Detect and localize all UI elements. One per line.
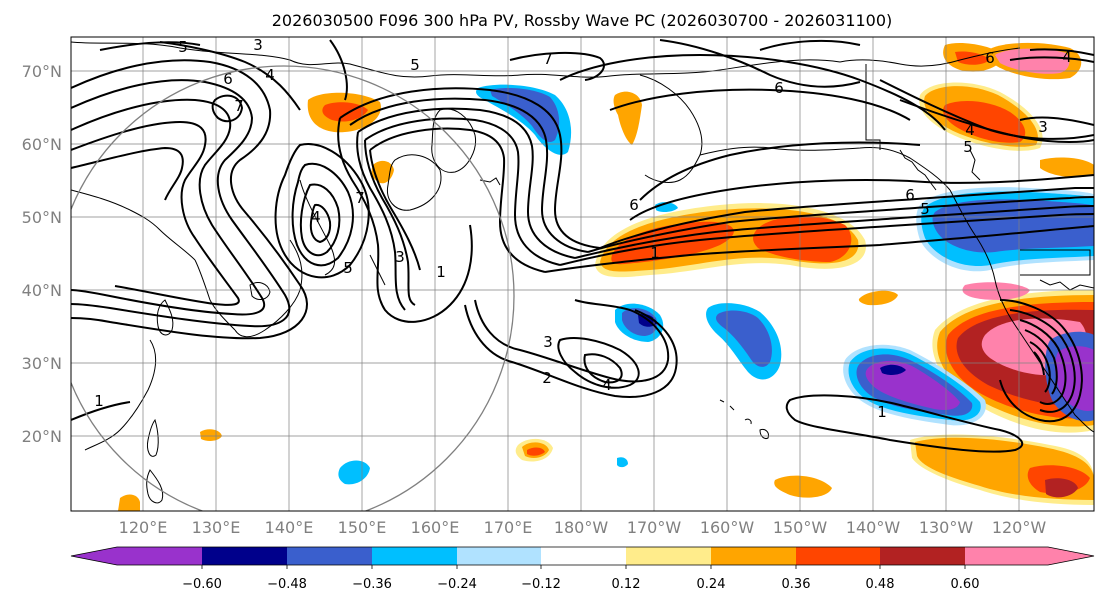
colorbar-segment — [71, 547, 117, 565]
contour-label: 6 — [985, 49, 995, 67]
contour-label: 4 — [602, 376, 612, 394]
lat-label: 30°N — [22, 354, 62, 373]
lat-label: 70°N — [22, 62, 62, 81]
lon-label: 170°E — [484, 518, 533, 537]
colorbar-segment — [117, 547, 202, 565]
contour-label: 1 — [94, 392, 104, 410]
colorbar-segment — [541, 547, 626, 565]
contour-label: 7 — [543, 50, 553, 68]
colorbar-tick-label: 0.60 — [951, 577, 980, 592]
lon-label: 120°W — [992, 518, 1047, 537]
contour-label: 4 — [311, 208, 321, 226]
contour-label: 6 — [629, 196, 639, 214]
contour-label: 4 — [965, 121, 975, 139]
lon-label: 120°E — [119, 518, 168, 537]
colorbar-outline — [70, 546, 1095, 566]
colorbar-segment — [457, 547, 541, 565]
colorbar-segment — [880, 547, 965, 565]
lon-label: 140°W — [846, 518, 901, 537]
contour-label: 6 — [223, 70, 233, 88]
negative-anomaly-subtropical-pacific — [338, 303, 1094, 485]
contour-label: 3 — [543, 333, 553, 351]
contour-label: 6 — [905, 186, 915, 204]
contour-label: 3 — [253, 36, 263, 54]
lat-label: 50°N — [22, 208, 62, 227]
colorbar-tick-label: 0.24 — [697, 577, 726, 592]
colorbar-tick-label: 0.48 — [866, 577, 895, 592]
contour-label: 3 — [1038, 118, 1048, 136]
contour-label: 3 — [395, 248, 405, 266]
latitude-labels: 70°N 60°N 50°N 40°N 30°N 20°N — [22, 62, 62, 446]
colorbar-segment — [965, 547, 1048, 565]
contour-label: 5 — [920, 200, 930, 218]
contour-label: 1 — [877, 403, 887, 421]
colorbar-segment — [287, 547, 372, 565]
lat-label: 20°N — [22, 427, 62, 446]
contour-label: 5 — [178, 38, 188, 56]
colorbar-segment — [1048, 547, 1094, 565]
lat-label: 40°N — [22, 281, 62, 300]
lat-label: 60°N — [22, 135, 62, 154]
colorbar-tick-label: 0.12 — [612, 577, 641, 592]
colorbar-segment — [711, 547, 796, 565]
map-panel: 5 3 4 6 7 5 7 6 4 3 6 5 6 7 5 4 1 3 2 4 … — [71, 36, 1094, 511]
lon-label: 130°W — [919, 518, 974, 537]
lon-label: 170°W — [627, 518, 682, 537]
colorbar-tick-label: −0.24 — [437, 577, 477, 592]
contour-label: 7 — [234, 97, 244, 115]
contour-label: 6 — [774, 79, 784, 97]
colorbar-segment — [372, 547, 457, 565]
contour-label: 4 — [1062, 48, 1072, 66]
colorbar-tick-label: 0.36 — [782, 577, 811, 592]
lon-label: 150°W — [773, 518, 828, 537]
contour-label: 5 — [963, 138, 973, 156]
positive-anomaly-alaska — [919, 42, 1094, 178]
lon-label: 130°E — [192, 518, 241, 537]
colorbar-tick-label: −0.12 — [521, 577, 561, 592]
lon-label: 140°E — [265, 518, 314, 537]
map-title: 2026030500 F096 300 hPa PV, Rossby Wave … — [272, 11, 893, 30]
lon-label: 160°E — [411, 518, 460, 537]
positive-anomaly-subtropics — [910, 434, 1094, 505]
contour-label: 1 — [650, 244, 660, 262]
contour-label: 4 — [265, 66, 275, 84]
contour-label: 1 — [436, 263, 446, 281]
colorbar-tick-label: −0.60 — [182, 577, 222, 592]
colorbar-tick-label: −0.36 — [352, 577, 392, 592]
contour-label: 7 — [355, 189, 365, 207]
longitude-labels: 120°E 130°E 140°E 150°E 160°E 170°E 180°… — [119, 518, 1047, 537]
lon-label: 160°W — [700, 518, 755, 537]
colorbar-segment — [626, 547, 711, 565]
colorbar-tick-label: −0.48 — [267, 577, 307, 592]
colorbar-segment — [202, 547, 287, 565]
lon-label: 180°W — [554, 518, 609, 537]
contour-label-group: 5 3 4 6 7 5 7 6 4 3 6 5 6 7 5 4 1 3 2 4 … — [94, 36, 1072, 421]
contour-label: 2 — [542, 369, 552, 387]
colorbar: −0.60 −0.48 −0.36 −0.24 −0.12 0.12 0.24 … — [70, 546, 1095, 592]
region-highlight-circle — [71, 65, 515, 511]
map-frame — [70, 36, 1095, 512]
contour-label: 5 — [343, 259, 353, 277]
coastlines — [71, 41, 1094, 504]
contour-label: 5 — [410, 56, 420, 74]
positive-anomaly-kamchatka — [118, 91, 898, 511]
lon-label: 150°E — [338, 518, 387, 537]
pv-contours — [71, 39, 1094, 453]
colorbar-segment — [796, 547, 880, 565]
